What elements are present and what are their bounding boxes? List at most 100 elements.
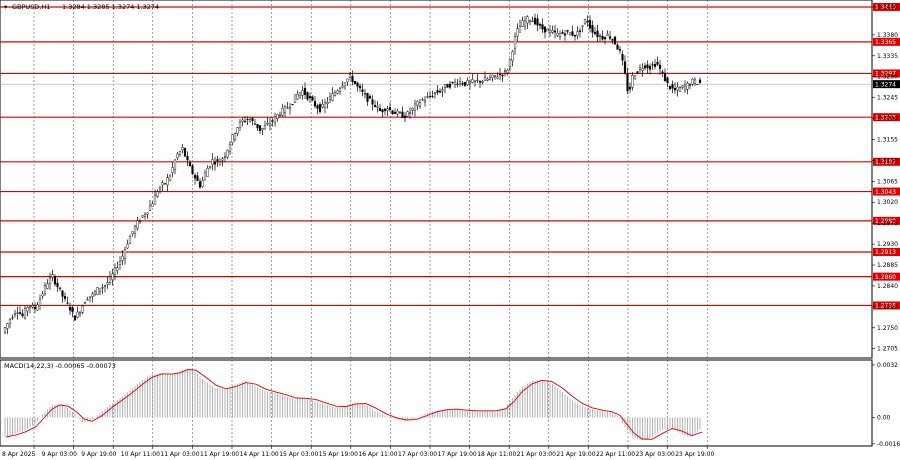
candle-body: [293, 94, 297, 103]
candle-body: [91, 293, 94, 297]
candle-body: [608, 36, 612, 39]
candle-body: [396, 110, 399, 115]
candle-body: [406, 111, 409, 117]
time-tick-label: 11 Apr 03:00: [160, 451, 199, 458]
price-tick-label: 1.3335: [877, 53, 898, 60]
candle-body: [106, 282, 109, 285]
candle-body: [278, 114, 282, 116]
candle-body: [216, 159, 219, 162]
candle-body: [623, 61, 627, 74]
candle-body: [161, 182, 164, 186]
candle-body: [688, 84, 692, 86]
candle-body: [183, 147, 187, 157]
level-price-label: 1.2980: [875, 218, 896, 225]
candle-body: [146, 212, 149, 215]
candle-body: [51, 274, 54, 278]
price-tick-label: 1.3200: [877, 116, 898, 123]
candle-body: [118, 260, 122, 265]
price-axis: 1.3440 1.3380 1.3335 1.3290 1.3245 1.3200 1.31…: [872, 4, 898, 353]
time-tick-label: 18 Apr 11:00: [477, 451, 516, 458]
candle-body: [413, 103, 417, 111]
candle-body: [358, 85, 362, 89]
candle-body: [86, 299, 89, 301]
candle-body: [371, 99, 374, 105]
candle-body: [423, 99, 427, 103]
candle-body: [676, 86, 679, 91]
candle-body: [683, 85, 687, 91]
candle-body: [201, 180, 204, 187]
candle-body: [173, 159, 177, 170]
candle-body: [636, 71, 639, 74]
candle-body: [203, 172, 207, 181]
chart-menu-arrow-icon[interactable]: ▾: [4, 3, 8, 11]
candle-body: [351, 76, 354, 82]
candle-body: [43, 285, 47, 294]
candle-body: [181, 147, 184, 151]
candle-body: [356, 82, 359, 87]
candle-body: [348, 74, 352, 78]
candle-body: [66, 302, 69, 304]
candle-body: [678, 87, 682, 92]
indicator-axis: 0.0032 0.00 -0.00162: [872, 362, 900, 448]
candle-body: [248, 119, 252, 122]
candle-body: [538, 24, 542, 26]
candle-body: [101, 287, 104, 289]
time-tick-label: 23 Apr 03:00: [636, 451, 675, 458]
candle-body: [681, 85, 684, 88]
candle-body: [686, 83, 689, 90]
price-candles: [3, 13, 702, 335]
candle-body: [628, 86, 632, 90]
chart-ohlc-values: 1.3284 1.3285 1.3274 1.3274: [62, 3, 159, 11]
candle-body: [528, 20, 532, 22]
price-tick-label: 1.2840: [877, 283, 898, 290]
grid: [33, 0, 708, 446]
candle-body: [168, 175, 172, 181]
candle-body: [48, 277, 52, 284]
price-tick-label: 1.3020: [877, 199, 898, 206]
candle-body: [616, 44, 619, 50]
candle-body: [301, 90, 304, 96]
candle-body: [378, 108, 382, 112]
candle-body: [28, 306, 32, 308]
level-price-label: 1.2798: [875, 303, 896, 310]
candle-body: [211, 159, 214, 165]
candle-body: [496, 76, 499, 79]
price-tick-label: 1.3110: [877, 157, 898, 164]
candle-body: [486, 78, 489, 81]
level-price-tag: [873, 247, 900, 256]
candle-body: [166, 177, 169, 186]
candle-body: [253, 123, 257, 125]
candle-body: [368, 95, 372, 99]
price-tick-label: 1.2930: [877, 241, 898, 248]
level-price-tag: [873, 113, 900, 122]
time-tick-label: 15 Apr 03:00: [279, 451, 318, 458]
price-tick-label: 1.3290: [877, 74, 898, 81]
candle-body: [666, 77, 669, 83]
candle-body: [333, 92, 337, 96]
candle-body: [83, 302, 87, 304]
candle-body: [176, 153, 179, 159]
candle-body: [533, 17, 537, 25]
candle-body: [123, 249, 127, 259]
price-tick-label: 1.3065: [877, 178, 898, 185]
time-tick-label: 8 Apr 2025: [2, 451, 35, 458]
candle-body: [471, 79, 474, 83]
indicator-tick-label: -0.00162: [877, 441, 900, 448]
candle-body: [601, 36, 604, 40]
candle-body: [338, 88, 342, 92]
candle-body: [588, 19, 592, 29]
candle-body: [633, 75, 637, 80]
candle-body: [131, 231, 134, 235]
candle-body: [121, 255, 124, 261]
candle-body: [696, 84, 699, 86]
candle-body: [266, 122, 269, 125]
time-tick-label: 9 Apr 03:00: [42, 451, 77, 458]
candle-body: [468, 80, 472, 84]
candle-body: [518, 25, 522, 33]
candle-body: [198, 181, 202, 188]
candle-body: [156, 191, 159, 197]
candle-body: [693, 79, 697, 84]
candle-body: [646, 64, 649, 69]
candle-body: [231, 134, 234, 144]
candle-body: [208, 166, 212, 168]
